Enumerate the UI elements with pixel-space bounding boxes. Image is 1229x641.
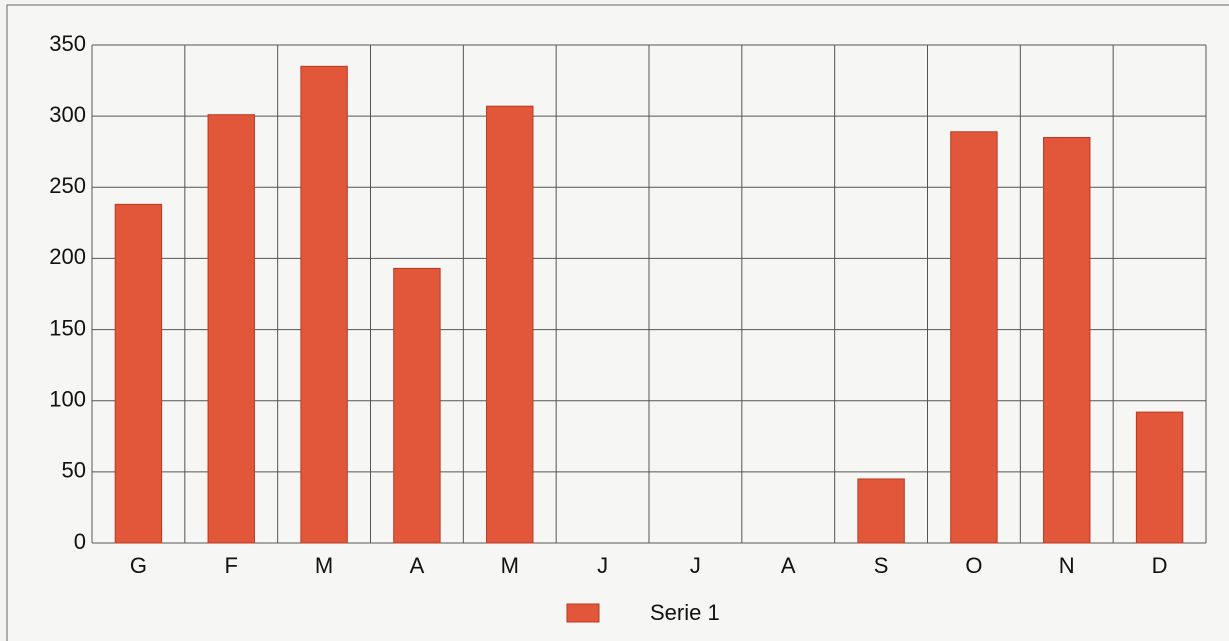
bar <box>300 65 348 544</box>
bar <box>1135 411 1184 544</box>
x-tick-label: J <box>597 553 608 578</box>
x-tick-label: J <box>690 553 701 578</box>
x-tick-label: S <box>874 553 889 578</box>
bar <box>207 114 255 544</box>
bar <box>857 478 905 544</box>
x-tick-label: A <box>410 553 425 578</box>
bar <box>114 203 163 544</box>
bar <box>950 131 998 544</box>
y-tick-label: 350 <box>49 31 86 56</box>
x-tick-label: G <box>130 553 147 578</box>
x-tick-label: A <box>781 553 796 578</box>
y-tick-label: 150 <box>49 315 86 340</box>
y-tick-label: 0 <box>74 529 86 554</box>
x-tick-label: O <box>965 553 982 578</box>
y-tick-label: 250 <box>49 173 86 198</box>
x-tick-label: N <box>1059 553 1075 578</box>
bar <box>393 267 441 544</box>
y-tick-label: 200 <box>49 244 86 269</box>
x-tick-label: M <box>501 553 519 578</box>
legend-label: Serie 1 <box>650 600 720 625</box>
y-tick-label: 50 <box>62 458 86 483</box>
x-tick-label: D <box>1152 553 1168 578</box>
y-tick-label: 100 <box>49 387 86 412</box>
legend-swatch <box>566 603 600 623</box>
bar <box>486 105 534 544</box>
x-tick-label: M <box>315 553 333 578</box>
bar <box>1043 136 1091 544</box>
y-tick-label: 300 <box>49 102 86 127</box>
x-tick-label: F <box>225 553 238 578</box>
